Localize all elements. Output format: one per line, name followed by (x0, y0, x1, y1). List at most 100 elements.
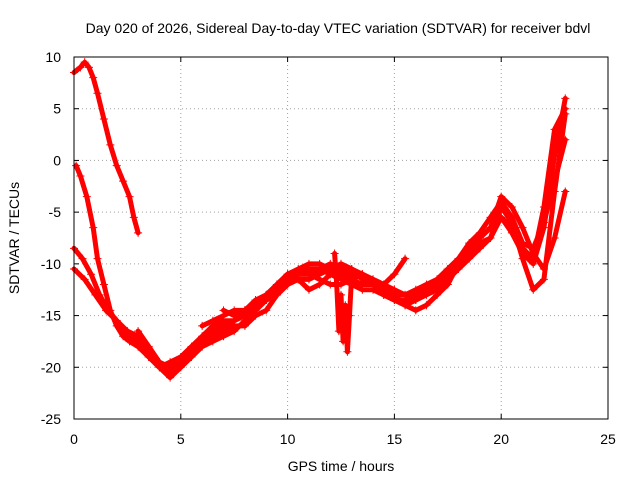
data-point (422, 290, 431, 299)
data-point (454, 254, 463, 263)
data-point (155, 358, 164, 367)
data-point (87, 270, 96, 279)
series-line (71, 137, 568, 381)
data-point (251, 301, 260, 310)
data-point (443, 275, 452, 284)
data-point (411, 296, 420, 305)
data-point (106, 140, 115, 149)
data-series (70, 58, 570, 382)
data-point (518, 223, 527, 232)
data-point (166, 363, 175, 372)
data-point (283, 280, 292, 289)
data-point (369, 280, 378, 289)
data-point (401, 290, 410, 299)
data-point (454, 265, 463, 274)
data-point (176, 358, 185, 367)
x-tick-label: 20 (493, 431, 509, 447)
data-point (337, 259, 345, 268)
data-point (119, 177, 128, 186)
data-point (497, 202, 506, 211)
data-point (251, 311, 260, 320)
data-point (561, 104, 570, 113)
data-point (219, 327, 228, 336)
data-point (240, 321, 249, 330)
data-point (129, 213, 138, 222)
data-point (390, 270, 399, 279)
plot-frame (73, 56, 609, 420)
data-point (230, 321, 239, 330)
data-point (390, 290, 399, 299)
data-point (507, 223, 516, 232)
data-point (561, 187, 570, 196)
data-point (89, 73, 98, 82)
chart-title: Day 020 of 2026, Sidereal Day-to-day VTE… (86, 20, 591, 36)
data-point (411, 285, 420, 294)
data-point (465, 254, 474, 263)
data-point (422, 301, 431, 310)
data-point (550, 187, 559, 196)
data-point (433, 275, 442, 284)
grid (74, 57, 608, 419)
data-point (99, 280, 108, 289)
data-point (76, 63, 85, 72)
x-tick-label: 0 (70, 431, 78, 447)
data-point (486, 234, 495, 242)
data-point (262, 296, 271, 305)
data-point (123, 332, 132, 341)
series-line (73, 163, 408, 375)
data-point (219, 306, 228, 315)
data-point (112, 161, 121, 170)
data-point (475, 244, 484, 253)
data-point (187, 347, 196, 356)
y-tick-label: 5 (53, 101, 61, 117)
data-point (91, 290, 100, 299)
data-point (347, 270, 356, 279)
series-track-7 (219, 104, 570, 320)
data-point (497, 192, 506, 201)
data-point (339, 337, 348, 346)
data-point (330, 249, 339, 258)
data-point (337, 290, 345, 299)
data-point (72, 161, 81, 170)
data-point (411, 306, 420, 315)
data-point (379, 285, 388, 294)
data-point (144, 342, 153, 351)
data-point (272, 290, 281, 299)
y-tick-label: -25 (41, 411, 61, 427)
y-tick-label: -5 (49, 204, 62, 220)
data-point (401, 254, 410, 263)
data-point (497, 213, 506, 222)
data-point (486, 223, 495, 232)
data-point (332, 280, 341, 289)
data-point (80, 275, 89, 284)
x-tick-label: 15 (387, 431, 403, 447)
data-point (262, 306, 271, 315)
data-point (475, 234, 484, 242)
data-point (550, 234, 559, 242)
axis-ticks: 0 5 10 15 20 25 -25 -20 -15 -10 -5 0 5 10 (41, 49, 616, 447)
data-point (99, 115, 108, 124)
data-point (166, 373, 175, 382)
data-point (93, 254, 102, 263)
data-point (102, 306, 111, 315)
data-point (208, 316, 217, 325)
data-point (198, 321, 207, 330)
data-point (144, 352, 153, 361)
data-point (326, 265, 335, 274)
data-point (507, 202, 516, 211)
y-tick-label: 0 (53, 152, 61, 168)
data-point (529, 285, 538, 294)
data-point (465, 244, 474, 253)
data-point (208, 332, 217, 341)
data-point (422, 280, 431, 289)
series-track-8 (330, 249, 356, 356)
data-point (561, 94, 570, 103)
data-point (539, 202, 548, 211)
data-point (304, 275, 313, 284)
data-point (304, 285, 313, 294)
y-tick-label: -15 (41, 308, 61, 324)
data-point (315, 270, 324, 279)
x-tick-label: 25 (600, 431, 616, 447)
data-point (134, 327, 143, 336)
data-point (198, 337, 207, 346)
